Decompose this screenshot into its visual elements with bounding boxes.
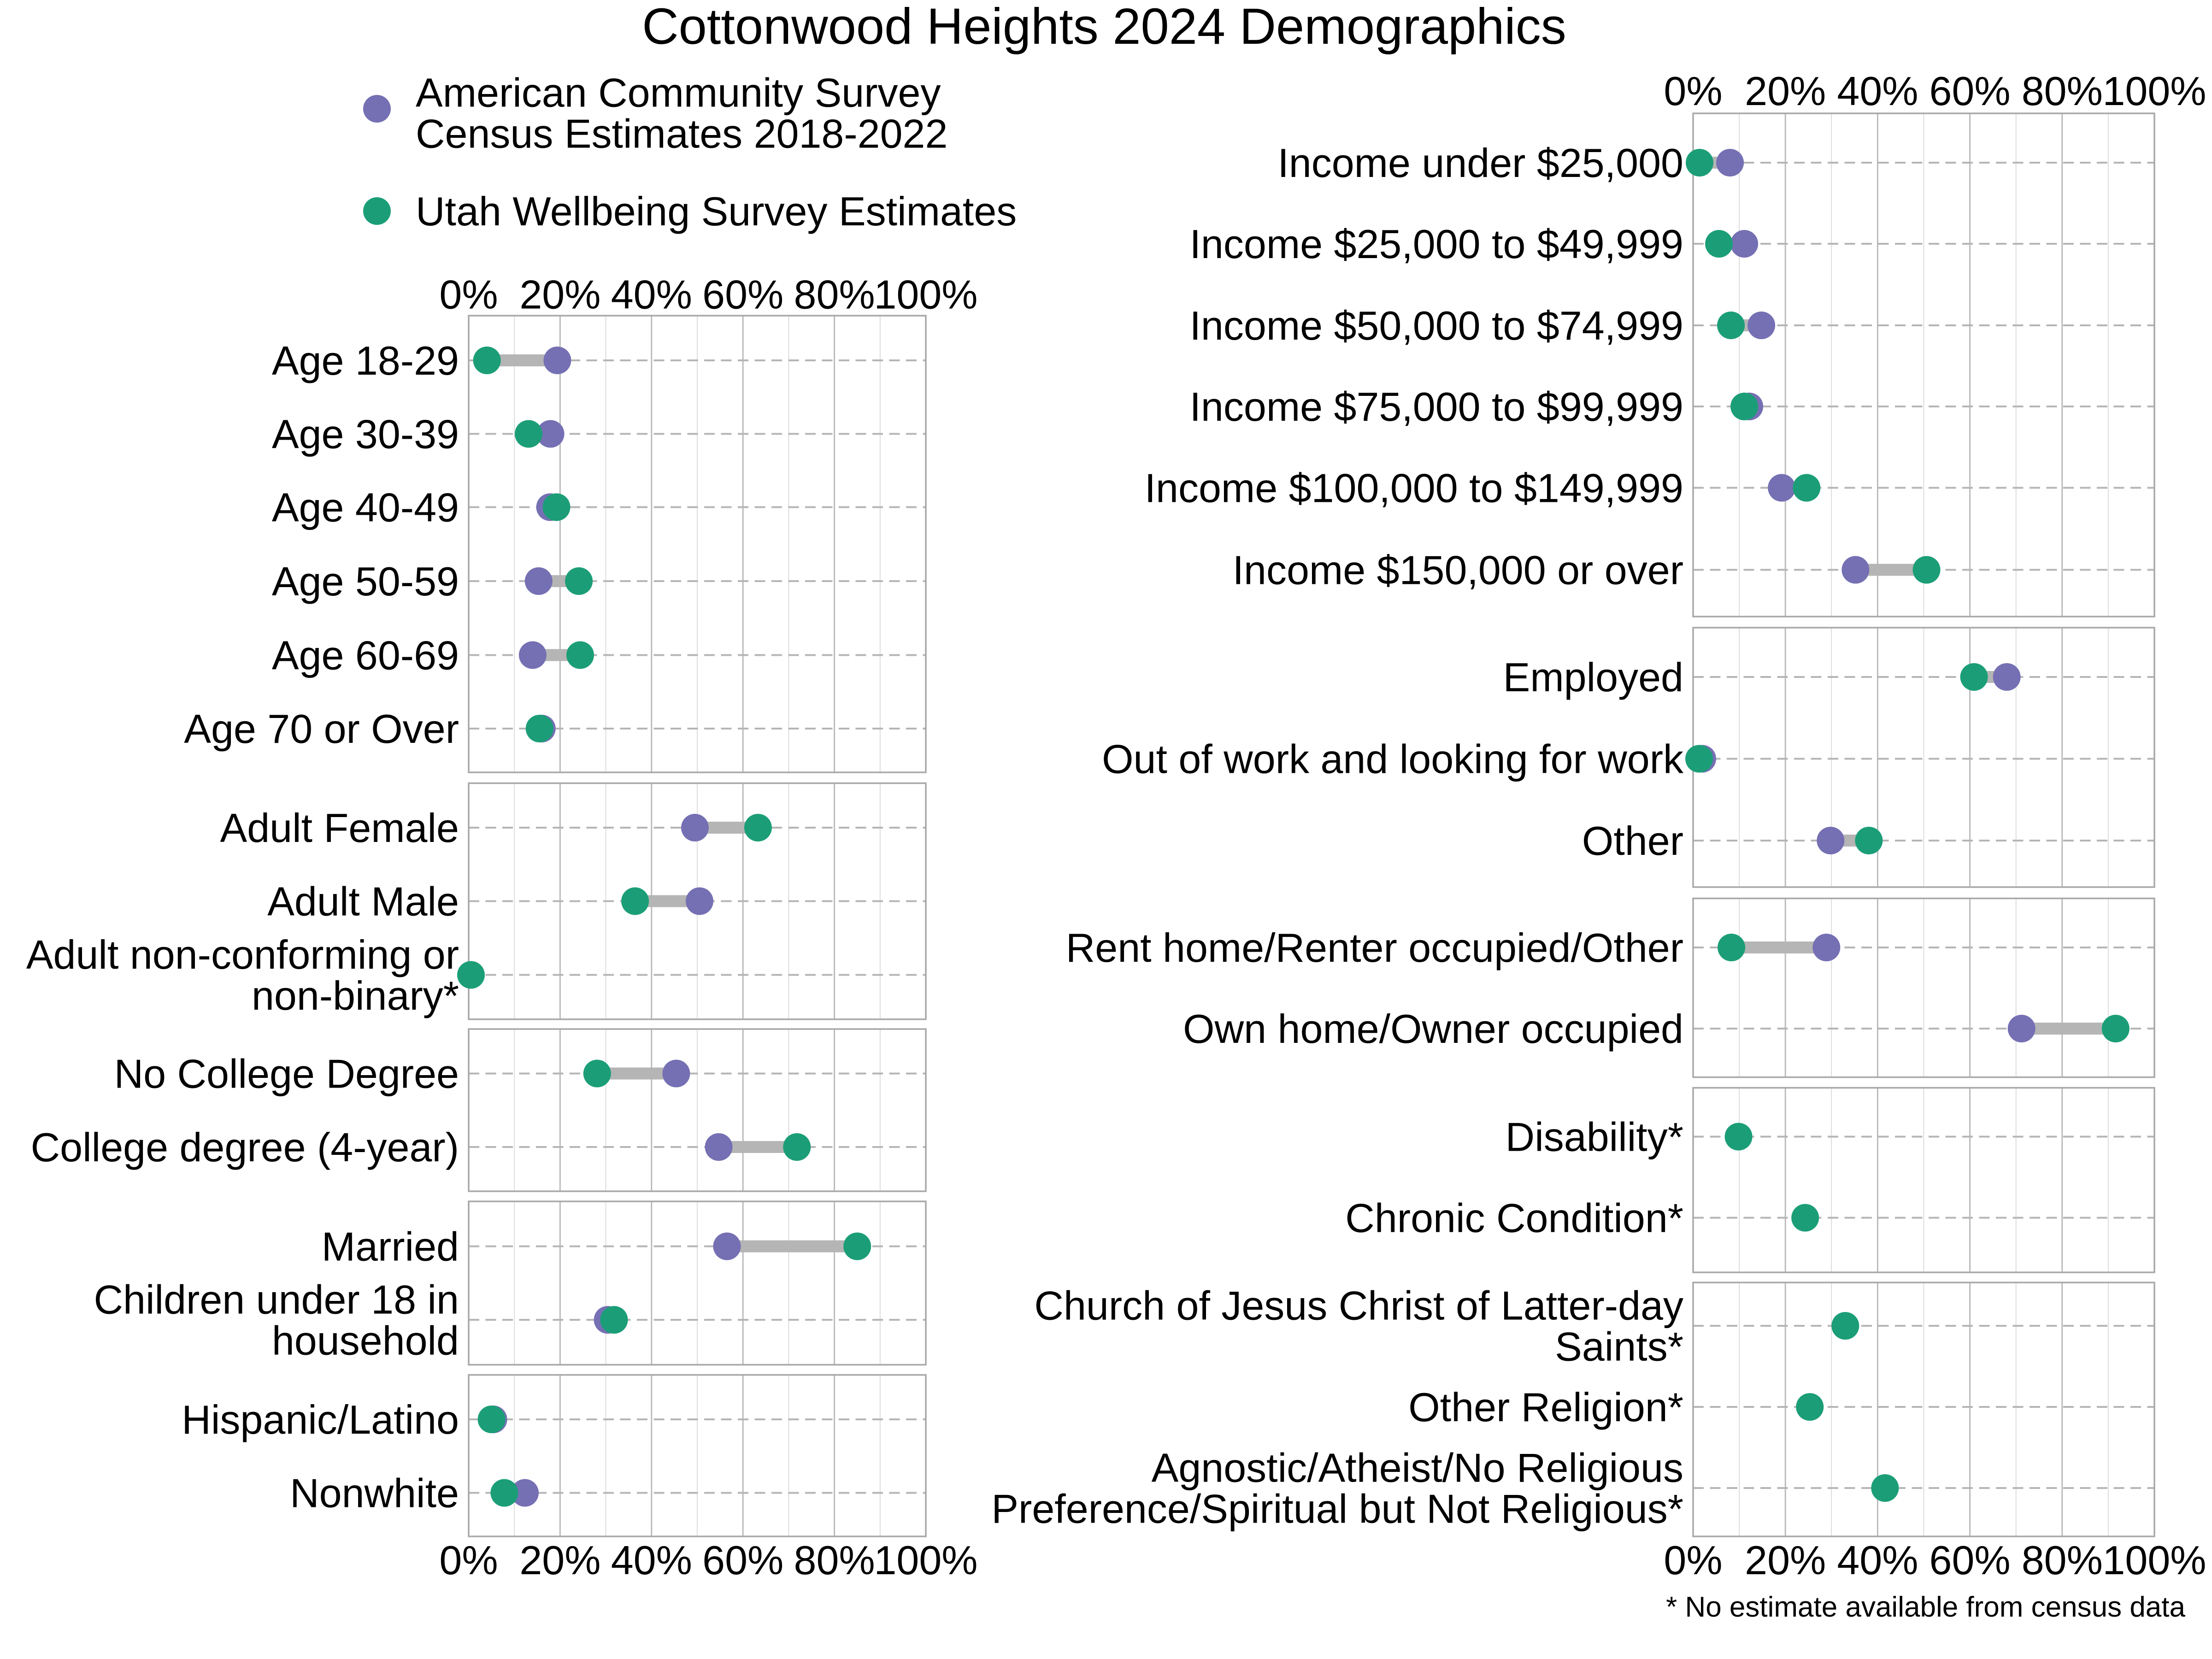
svg-text:Disability*: Disability* <box>1506 1114 1683 1160</box>
svg-text:40%: 40% <box>1837 1537 1918 1583</box>
svg-text:100%: 100% <box>2102 1537 2206 1583</box>
svg-text:100%: 100% <box>2102 68 2206 114</box>
svg-text:Adult Male: Adult Male <box>267 879 459 924</box>
svg-text:Out of work and looking for wo: Out of work and looking for work <box>1102 736 1684 782</box>
svg-text:80%: 80% <box>794 1537 875 1583</box>
svg-text:Adult non-conforming or: Adult non-conforming or <box>26 932 459 977</box>
svg-text:Rent home/Renter occupied/Othe: Rent home/Renter occupied/Other <box>1066 925 1683 971</box>
svg-text:Income $50,000 to $74,999: Income $50,000 to $74,999 <box>1189 303 1683 348</box>
svg-text:0%: 0% <box>1664 1537 1722 1583</box>
svg-text:0%: 0% <box>439 272 498 318</box>
svg-text:household: household <box>272 1318 459 1364</box>
svg-text:Age 50-59: Age 50-59 <box>272 559 459 604</box>
svg-text:Other Religion*: Other Religion* <box>1408 1384 1683 1430</box>
svg-text:20%: 20% <box>519 272 600 318</box>
svg-text:Preference/Spiritual but Not R: Preference/Spiritual but Not Religious* <box>991 1486 1683 1532</box>
svg-text:Married: Married <box>322 1224 459 1270</box>
svg-text:20%: 20% <box>1745 1537 1826 1583</box>
svg-text:60%: 60% <box>702 1537 783 1583</box>
svg-text:Income under $25,000: Income under $25,000 <box>1277 140 1683 186</box>
svg-text:80%: 80% <box>2022 68 2103 114</box>
svg-text:40%: 40% <box>1837 68 1918 114</box>
svg-text:60%: 60% <box>1930 68 2011 114</box>
svg-text:non-binary*: non-binary* <box>252 973 459 1018</box>
svg-text:No College Degree: No College Degree <box>114 1051 459 1097</box>
svg-text:Age 40-49: Age 40-49 <box>272 485 459 530</box>
svg-text:Age 30-39: Age 30-39 <box>272 412 459 457</box>
svg-text:Church of Jesus Christ of Latt: Church of Jesus Christ of Latter-day <box>1034 1283 1683 1329</box>
svg-text:Own home/Owner occupied: Own home/Owner occupied <box>1183 1006 1683 1052</box>
svg-text:Age 18-29: Age 18-29 <box>272 338 459 383</box>
svg-text:Children under 18 in: Children under 18 in <box>94 1277 459 1323</box>
svg-text:60%: 60% <box>1930 1537 2011 1583</box>
svg-text:60%: 60% <box>702 272 783 318</box>
svg-text:80%: 80% <box>794 272 875 318</box>
svg-text:Census Estimates 2018-2022: Census Estimates 2018-2022 <box>416 111 947 157</box>
svg-text:College degree (4-year): College degree (4-year) <box>31 1124 459 1170</box>
svg-text:Hispanic/Latino: Hispanic/Latino <box>182 1397 459 1442</box>
svg-text:20%: 20% <box>519 1537 600 1583</box>
svg-text:* No estimate available from c: * No estimate available from census data <box>1666 1591 2185 1623</box>
svg-text:80%: 80% <box>2022 1537 2103 1583</box>
svg-text:Agnostic/Atheist/No Religious: Agnostic/Atheist/No Religious <box>1152 1445 1683 1491</box>
svg-text:Employed: Employed <box>1503 654 1683 700</box>
svg-text:0%: 0% <box>439 1537 498 1583</box>
svg-text:Nonwhite: Nonwhite <box>290 1471 459 1516</box>
svg-text:Chronic Condition*: Chronic Condition* <box>1345 1195 1683 1241</box>
svg-text:Income $75,000 to $99,999: Income $75,000 to $99,999 <box>1189 384 1683 429</box>
svg-text:Other: Other <box>1582 818 1683 864</box>
svg-text:100%: 100% <box>874 272 977 318</box>
svg-text:Income $150,000 or over: Income $150,000 or over <box>1233 547 1683 593</box>
svg-text:Utah Wellbeing Survey Estimate: Utah Wellbeing Survey Estimates <box>416 188 1017 234</box>
svg-text:Saints*: Saints* <box>1555 1324 1683 1370</box>
svg-text:Income $25,000 to $49,999: Income $25,000 to $49,999 <box>1189 221 1683 267</box>
svg-text:100%: 100% <box>874 1537 977 1583</box>
svg-text:20%: 20% <box>1745 68 1826 114</box>
svg-text:40%: 40% <box>611 1537 692 1583</box>
svg-text:Adult Female: Adult Female <box>220 805 459 851</box>
svg-text:Income $100,000 to $149,999: Income $100,000 to $149,999 <box>1145 465 1683 511</box>
svg-text:Age 70 or Over: Age 70 or Over <box>184 706 459 752</box>
svg-text:40%: 40% <box>611 272 692 318</box>
svg-text:0%: 0% <box>1664 68 1722 114</box>
svg-text:Age 60-69: Age 60-69 <box>272 633 459 678</box>
svg-text:Cottonwood Heights 2024 Demogr: Cottonwood Heights 2024 Demographics <box>642 0 1566 55</box>
svg-text:American Community Survey: American Community Survey <box>416 70 941 116</box>
